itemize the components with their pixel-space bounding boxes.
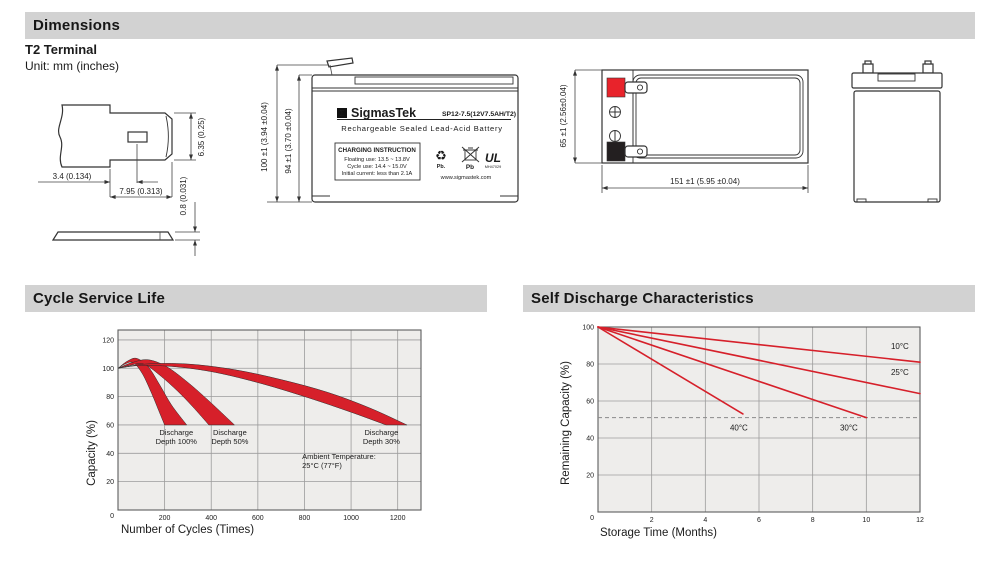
x-tick-label: 10 [862, 517, 870, 524]
y-tick-label: 80 [106, 394, 114, 401]
x-tick-label: 2 [650, 517, 654, 524]
cycle-life-header-bar: Cycle Service Life [25, 285, 487, 312]
x-tick-label: 8 [811, 517, 815, 524]
charging-line-1: Floating use: 13.5 ~ 13.8V [344, 157, 410, 163]
dim-overall-height: 100 ±1 (3.94 ±0.04) [260, 102, 269, 172]
charging-instruction-box [334, 142, 421, 181]
temperature-label: 30°C [840, 424, 858, 433]
temperature-line [597, 326, 921, 363]
x-axis-label: Storage Time (Months) [600, 527, 717, 539]
y-tick-label: 40 [106, 451, 114, 458]
y-tick-label: 80 [586, 362, 594, 369]
plus-screw-icon [609, 106, 621, 118]
unit-note: Unit: mm (inches) [25, 59, 120, 73]
dim-tab-height: 6.35 (0.25) [197, 117, 206, 156]
temperature-line [597, 326, 744, 415]
website-label: www.sigmastek.com [440, 175, 492, 181]
terminal-profile-strip [51, 231, 175, 241]
battery-case [311, 74, 519, 203]
terminal-pin [326, 57, 354, 68]
model-number: SP12-7.5(12V7.5AH/T2) [442, 111, 516, 118]
temperature-line [597, 326, 921, 395]
temperature-label: 10°C [891, 342, 909, 351]
ul-number: MH47029 [485, 165, 501, 169]
x-tick-label: 400 [205, 515, 217, 522]
dim-top-height: 65 ±1 (2.56±0.04) [559, 84, 568, 147]
cycle-life-title: Cycle Service Life [33, 290, 166, 307]
dimensions-header-bar: Dimensions [25, 12, 975, 39]
self-discharge-chart: 20 40 60 80 100 2 4 6 8 10 12 0 10°C 25°C 30°C 40°C Rema… [560, 325, 924, 540]
x-tick-label: 1000 [343, 515, 359, 522]
y-tick-label: 60 [106, 422, 114, 429]
x-tick-label: 800 [299, 515, 311, 522]
self-discharge-header-bar: Self Discharge Characteristics [523, 285, 975, 312]
terminal-detail-drawing: 3.4 (0.134) 7.95 (0.313) 6.35 (0.25) 0.8… [38, 104, 206, 256]
origin-label: 0 [590, 515, 594, 522]
y-tick-label: 100 [582, 325, 594, 332]
y-axis-label: Capacity (%) [86, 420, 98, 486]
self-discharge-title: Self Discharge Characteristics [531, 290, 754, 307]
battery-top-view: 65 ±1 (2.56±0.04) 151 ±1 (5.95 ±0.04) [559, 69, 809, 193]
chart-annotation: Discharge Depth 100% [156, 428, 198, 446]
negative-tab [624, 145, 648, 158]
dimensions-title: Dimensions [33, 17, 121, 34]
ul-mark-text: UL [485, 151, 501, 165]
y-tick-label: 100 [102, 366, 114, 373]
side-terminals [862, 60, 934, 74]
terminal-type-label: T2 Terminal [25, 42, 98, 57]
x-tick-label: 4 [703, 517, 707, 524]
battery-front-view: 100 ±1 (3.94 ±0.04) 94 ±1 (3.70 ±0.04) Σ… [260, 57, 519, 203]
chart-annotation: Discharge Depth 50% [211, 428, 248, 446]
chart-annotation: Discharge Depth 30% [363, 428, 400, 446]
terminal-tab-shape [58, 104, 173, 168]
bin-pb-label: Pb [466, 164, 474, 171]
recycle-icon: ♻ [435, 148, 447, 163]
positive-terminal [606, 77, 626, 98]
dim-case-height: 94 ±1 (3.70 ±0.04) [284, 108, 293, 174]
discharge-band [117, 363, 408, 426]
origin-label: 0 [110, 513, 114, 520]
charging-line-2: Cycle use: 14.4 ~ 15.0V [347, 164, 407, 170]
x-axis-label: Number of Cycles (Times) [121, 524, 254, 536]
sigma-logo [337, 108, 347, 118]
temperature-line [597, 326, 868, 419]
side-lid [851, 72, 943, 89]
ul-mark-icon: UL MH47029 [485, 151, 501, 169]
brand-name: SigmasTek [351, 106, 416, 120]
y-tick-label: 40 [586, 436, 594, 443]
positive-tab [624, 81, 648, 94]
temperature-label: 40°C [730, 424, 748, 433]
charging-line-3: Initial current: less than 2.1A [342, 171, 413, 177]
recycle-pb-label: Pb. [437, 164, 446, 170]
cycle-service-life-chart: 20 40 60 80 100 120 200 400 600 800 1000 1200 0 Disch… [86, 329, 422, 536]
charging-title: CHARGING INSTRUCTION [338, 147, 416, 154]
dim-top-width: 151 ±1 (5.95 ±0.04) [670, 177, 740, 186]
y-axis-label: Remaining Capacity (%) [560, 361, 572, 485]
plot-frame [117, 329, 422, 511]
negative-terminal [606, 141, 626, 162]
x-tick-label: 1200 [390, 515, 406, 522]
side-case [853, 90, 941, 203]
battery-side-view [851, 60, 943, 203]
dim-hole-width: 3.4 (0.134) [53, 172, 92, 181]
x-tick-label: 200 [159, 515, 171, 522]
dim-thickness: 0.8 (0.031) [179, 176, 188, 215]
terminal-hole [127, 131, 148, 143]
plot-frame [597, 326, 921, 513]
y-tick-label: 60 [586, 399, 594, 406]
y-tick-label: 120 [102, 337, 114, 344]
x-tick-label: 6 [757, 517, 761, 524]
minus-screw-icon [609, 130, 621, 142]
dim-tab-width: 7.95 (0.313) [119, 187, 162, 196]
chart-annotation: Ambient Temperature: 25°C (77°F) [302, 452, 376, 470]
sigma-logo-glyph: Σ [340, 109, 345, 118]
y-tick-label: 20 [586, 473, 594, 480]
y-tick-label: 20 [106, 479, 114, 486]
x-tick-label: 12 [916, 517, 924, 524]
crossed-bin-icon [461, 146, 480, 163]
temperature-label: 25°C [891, 368, 909, 377]
x-tick-label: 600 [252, 515, 264, 522]
battery-type-label: Rechargeable Sealed Lead-Acid Battery [341, 124, 502, 133]
